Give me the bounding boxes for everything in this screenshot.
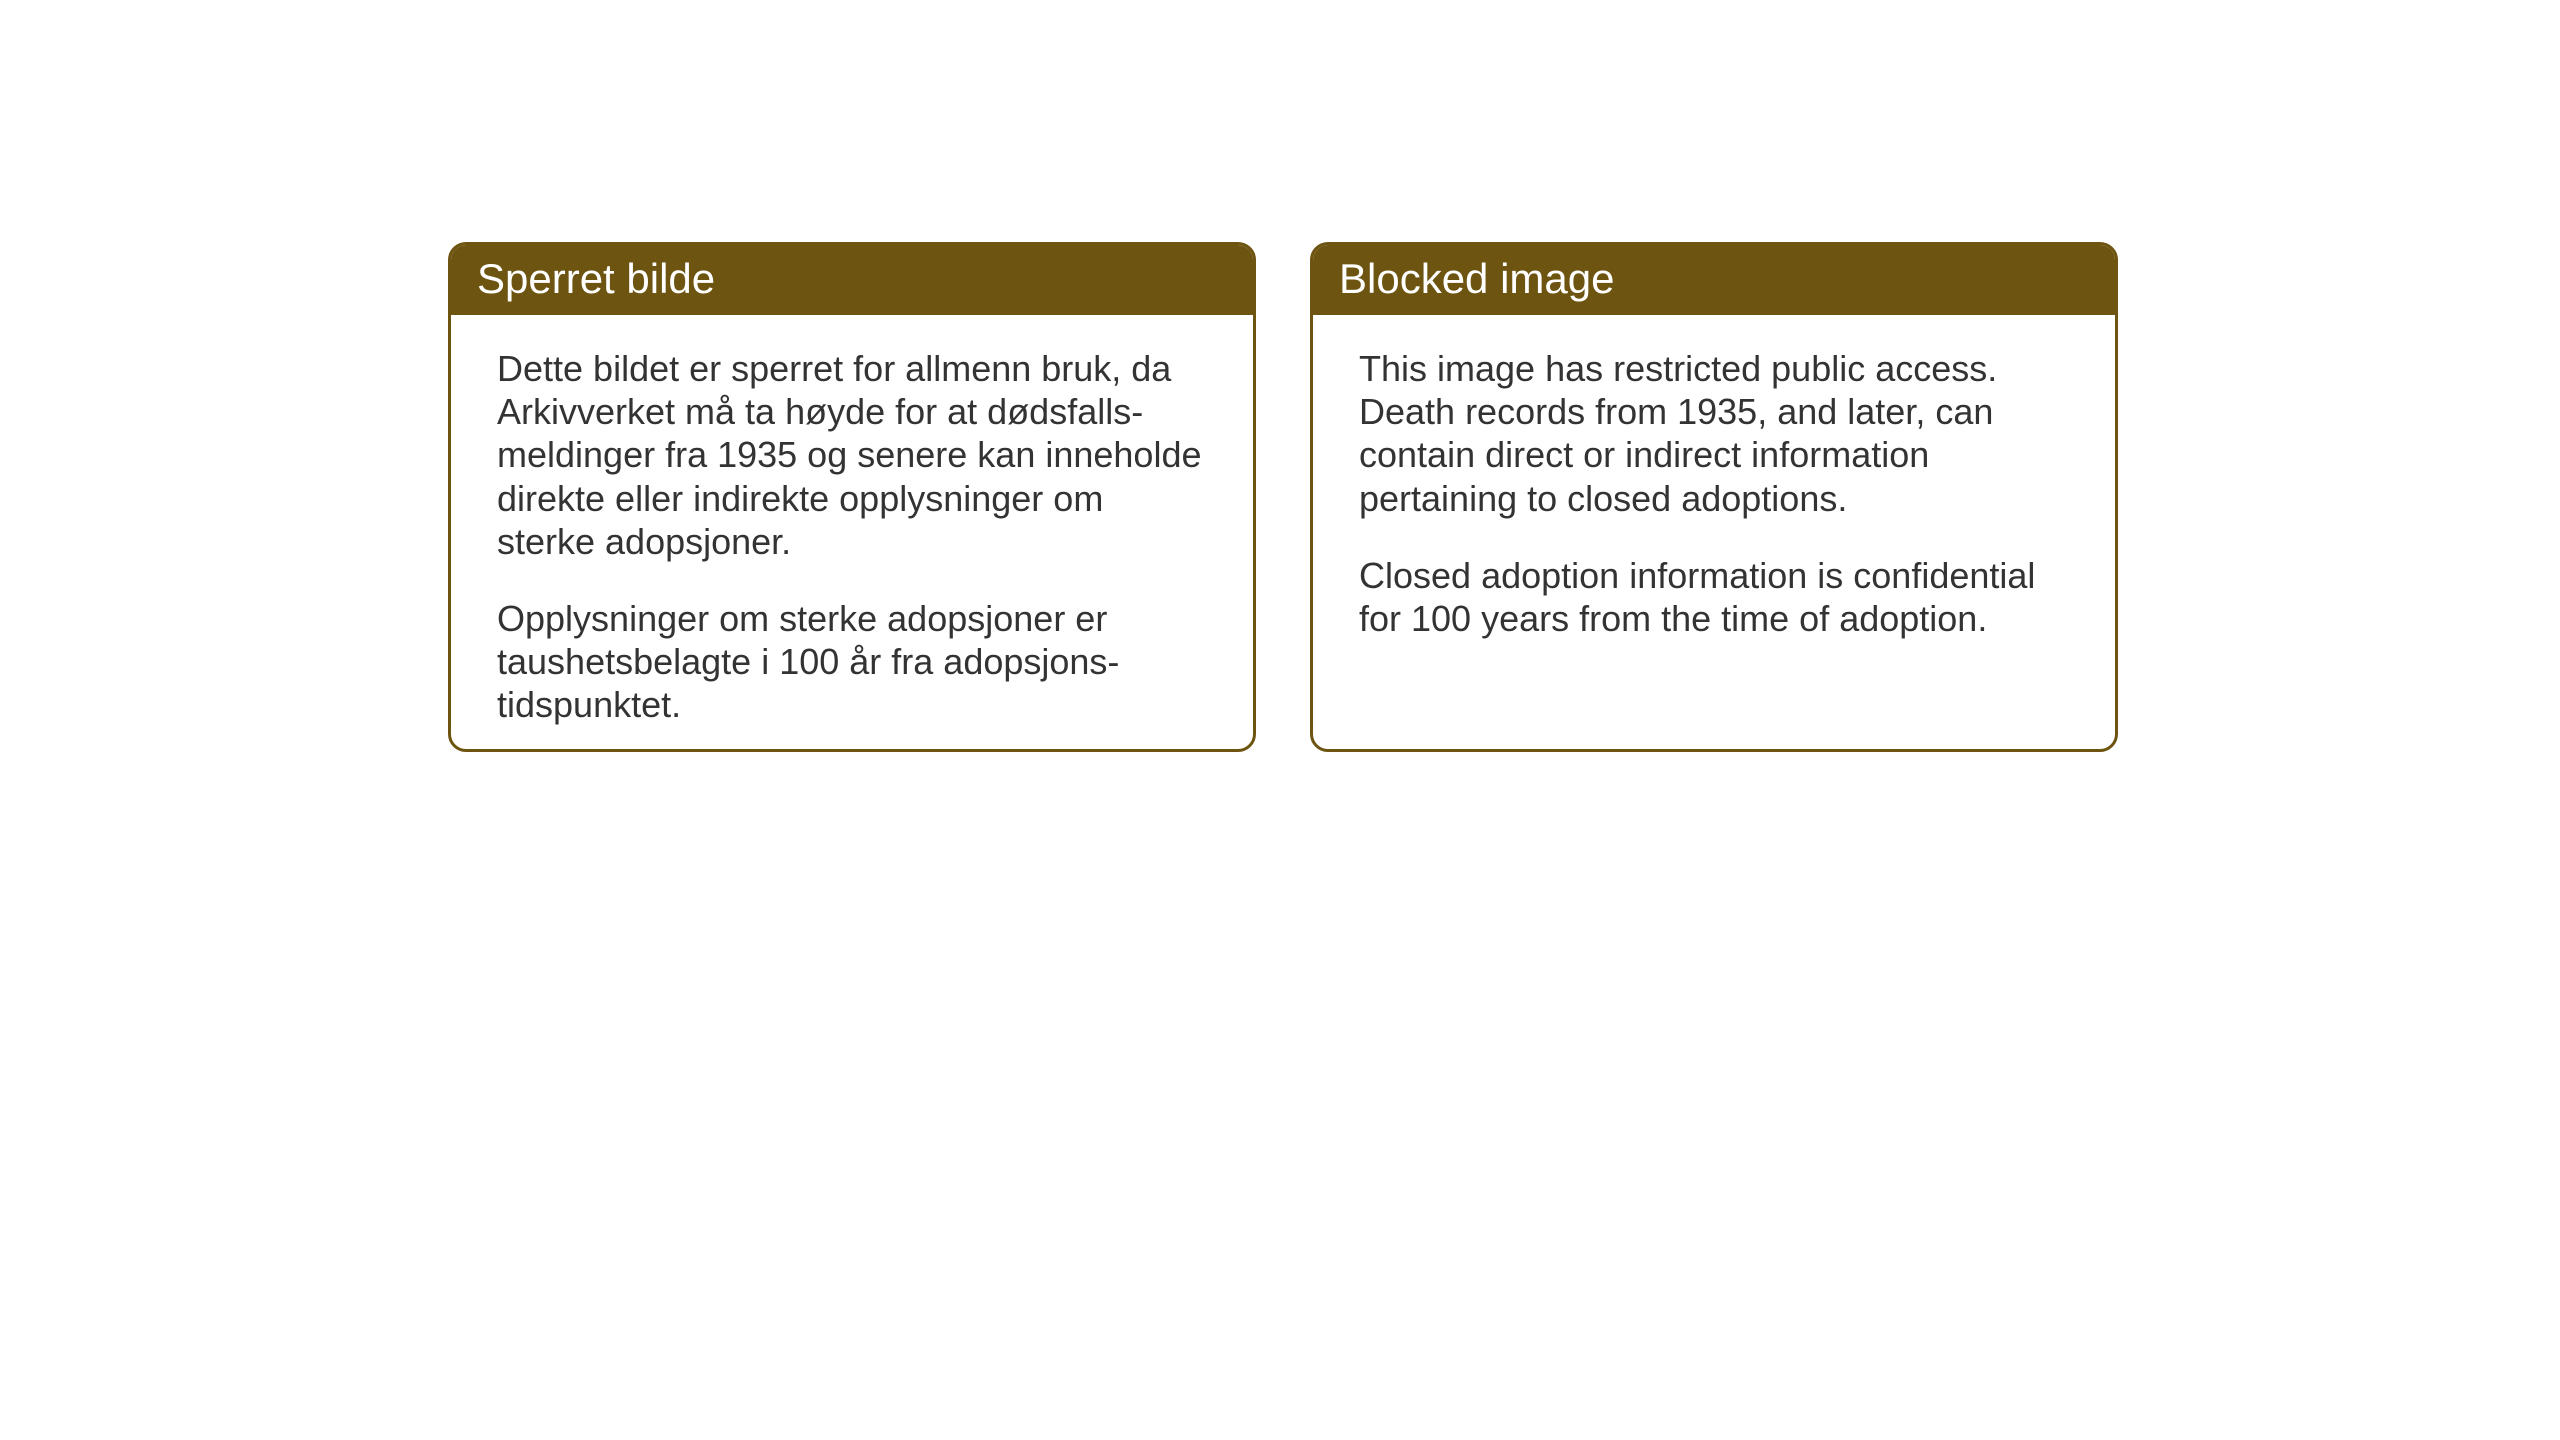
english-notice-panel: Blocked image This image has restricted …	[1310, 242, 2118, 752]
english-paragraph-2: Closed adoption information is confident…	[1359, 554, 2085, 640]
notice-container: Sperret bilde Dette bildet er sperret fo…	[448, 242, 2118, 752]
norwegian-paragraph-1: Dette bildet er sperret for allmenn bruk…	[497, 347, 1211, 563]
english-panel-body: This image has restricted public access.…	[1313, 315, 2115, 682]
english-paragraph-1: This image has restricted public access.…	[1359, 347, 2085, 520]
norwegian-panel-body: Dette bildet er sperret for allmenn bruk…	[451, 315, 1253, 752]
norwegian-paragraph-2: Opplysninger om sterke adopsjoner er tau…	[497, 597, 1211, 727]
english-panel-title: Blocked image	[1313, 245, 2115, 315]
norwegian-panel-title: Sperret bilde	[451, 245, 1253, 315]
norwegian-notice-panel: Sperret bilde Dette bildet er sperret fo…	[448, 242, 1256, 752]
